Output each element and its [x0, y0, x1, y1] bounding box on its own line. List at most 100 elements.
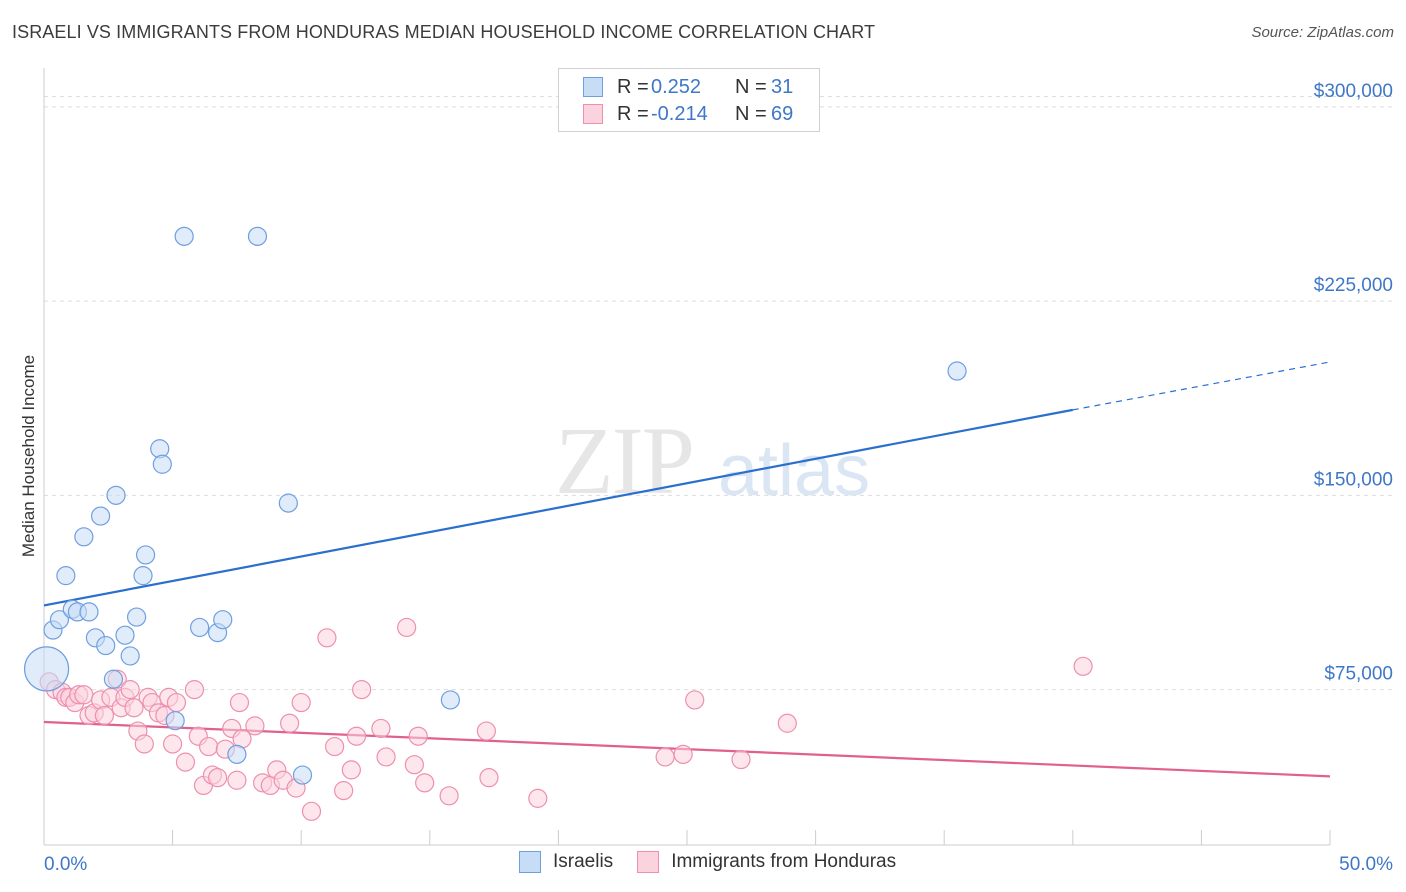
- data-point-honduras: [229, 692, 250, 713]
- data-point-israelis: [247, 226, 268, 246]
- bottom-legend-label-israelis: Israelis: [553, 851, 614, 872]
- data-point-honduras: [74, 685, 94, 705]
- data-point-israelis: [174, 226, 194, 246]
- legend-row-honduras: R = -0.214 N = 69: [583, 102, 793, 126]
- data-point-israelis: [96, 635, 116, 656]
- legend-r-value: -0.214: [651, 102, 708, 125]
- data-point-honduras: [346, 726, 367, 746]
- chart-title: ISRAELI VS IMMIGRANTS FROM HONDURAS MEDI…: [12, 22, 876, 42]
- data-point-honduras: [208, 768, 228, 788]
- y-tick-label: $75,000: [1324, 664, 1393, 685]
- trend-line-israelis: [43, 408, 1074, 607]
- y-tick-labels: $75,000 $150,000 $225,000 $300,000: [1314, 81, 1393, 685]
- data-point-honduras: [163, 734, 183, 754]
- data-point-honduras: [731, 749, 751, 770]
- y-tick-label: $150,000: [1314, 469, 1393, 490]
- data-point-israelis: [440, 690, 460, 710]
- data-point-israelis: [56, 566, 76, 586]
- data-point-honduras: [120, 679, 140, 700]
- data-point-israelis: [106, 485, 126, 505]
- data-point-israelis: [90, 506, 111, 526]
- data-point-honduras: [199, 736, 219, 757]
- data-point-honduras: [408, 726, 428, 746]
- data-point-israelis: [23, 646, 70, 692]
- data-point-israelis: [74, 527, 94, 547]
- x-ticks: [172, 830, 1331, 845]
- legend-n-value: 31: [771, 75, 794, 98]
- legend-r-value: 0.252: [651, 75, 702, 98]
- y-tick-label: $225,000: [1314, 275, 1393, 296]
- data-point-israelis: [213, 610, 233, 630]
- data-point-israelis: [126, 607, 147, 627]
- legend-n-label: N =: [735, 75, 767, 98]
- bottom-legend-label-honduras: Immigrants from Honduras: [671, 851, 897, 872]
- data-points: [23, 226, 1093, 821]
- legend-n-value: 69: [771, 102, 794, 125]
- bottom-legend-swatch-israelis: [519, 851, 541, 873]
- data-point-israelis: [165, 711, 185, 731]
- data-point-honduras: [227, 770, 247, 790]
- bottom-legend: Israelis Immigrants from Honduras: [519, 851, 920, 873]
- data-point-israelis: [190, 617, 210, 638]
- data-point-honduras: [341, 760, 361, 780]
- legend-r-label: R =: [617, 102, 649, 125]
- chart-source: Source: ZipAtlas.com: [1251, 24, 1394, 41]
- legend-swatch-israelis: [583, 77, 603, 97]
- data-point-honduras: [685, 690, 705, 710]
- bottom-legend-swatch-honduras: [637, 851, 660, 873]
- y-axis-label: Median Household Income: [19, 355, 38, 557]
- trend-line-extension: [1072, 361, 1331, 411]
- data-point-honduras: [777, 713, 797, 733]
- data-point-honduras: [317, 628, 337, 648]
- data-point-honduras: [291, 692, 311, 713]
- bottom-legend-israelis: Israelis: [519, 851, 613, 873]
- data-point-honduras: [655, 747, 675, 767]
- data-point-honduras: [166, 692, 187, 713]
- data-point-honduras: [439, 786, 459, 806]
- data-point-honduras: [376, 747, 396, 767]
- data-point-honduras: [479, 768, 499, 788]
- data-point-honduras: [325, 736, 345, 757]
- data-point-israelis: [115, 625, 135, 645]
- data-point-israelis: [79, 602, 99, 622]
- data-point-honduras: [134, 734, 154, 754]
- data-point-israelis: [947, 361, 967, 381]
- data-point-honduras: [184, 679, 205, 700]
- data-point-honduras: [280, 713, 300, 733]
- data-point-honduras: [352, 679, 372, 700]
- data-point-israelis: [49, 610, 70, 630]
- data-point-israelis: [152, 454, 172, 474]
- watermark-zip: ZIP: [555, 407, 695, 514]
- legend: R = 0.252 N = 31 R = -0.214 N = 69: [558, 68, 820, 132]
- data-point-honduras: [301, 801, 322, 821]
- data-point-israelis: [135, 545, 156, 565]
- data-point-honduras: [673, 744, 693, 764]
- grid-lines: [44, 95, 1395, 691]
- data-point-israelis: [120, 646, 140, 666]
- data-point-honduras: [476, 721, 496, 741]
- data-point-israelis: [292, 765, 313, 785]
- trend-lines: [43, 361, 1331, 778]
- x-tick-label-min: 0.0%: [44, 854, 87, 875]
- legend-row-israelis: R = 0.252 N = 31: [583, 75, 793, 99]
- data-point-israelis: [278, 493, 298, 513]
- data-point-honduras: [94, 705, 115, 726]
- y-tick-label: $300,000: [1314, 81, 1393, 102]
- data-point-honduras: [334, 781, 354, 801]
- data-point-israelis: [103, 669, 124, 689]
- x-tick-label-max: 50.0%: [1339, 854, 1393, 875]
- legend-r-label: R =: [617, 75, 649, 98]
- watermark-atlas: atlas: [718, 431, 871, 511]
- legend-n-label: N =: [735, 102, 767, 125]
- bottom-legend-honduras: Immigrants from Honduras: [637, 851, 896, 873]
- data-point-honduras: [404, 755, 424, 775]
- data-point-honduras: [124, 698, 144, 718]
- data-point-honduras: [528, 788, 548, 808]
- data-point-israelis: [133, 566, 153, 586]
- data-point-israelis: [227, 744, 247, 764]
- data-point-honduras: [371, 718, 391, 739]
- data-point-honduras: [397, 617, 417, 638]
- data-point-honduras: [245, 716, 265, 736]
- data-point-honduras: [415, 773, 435, 793]
